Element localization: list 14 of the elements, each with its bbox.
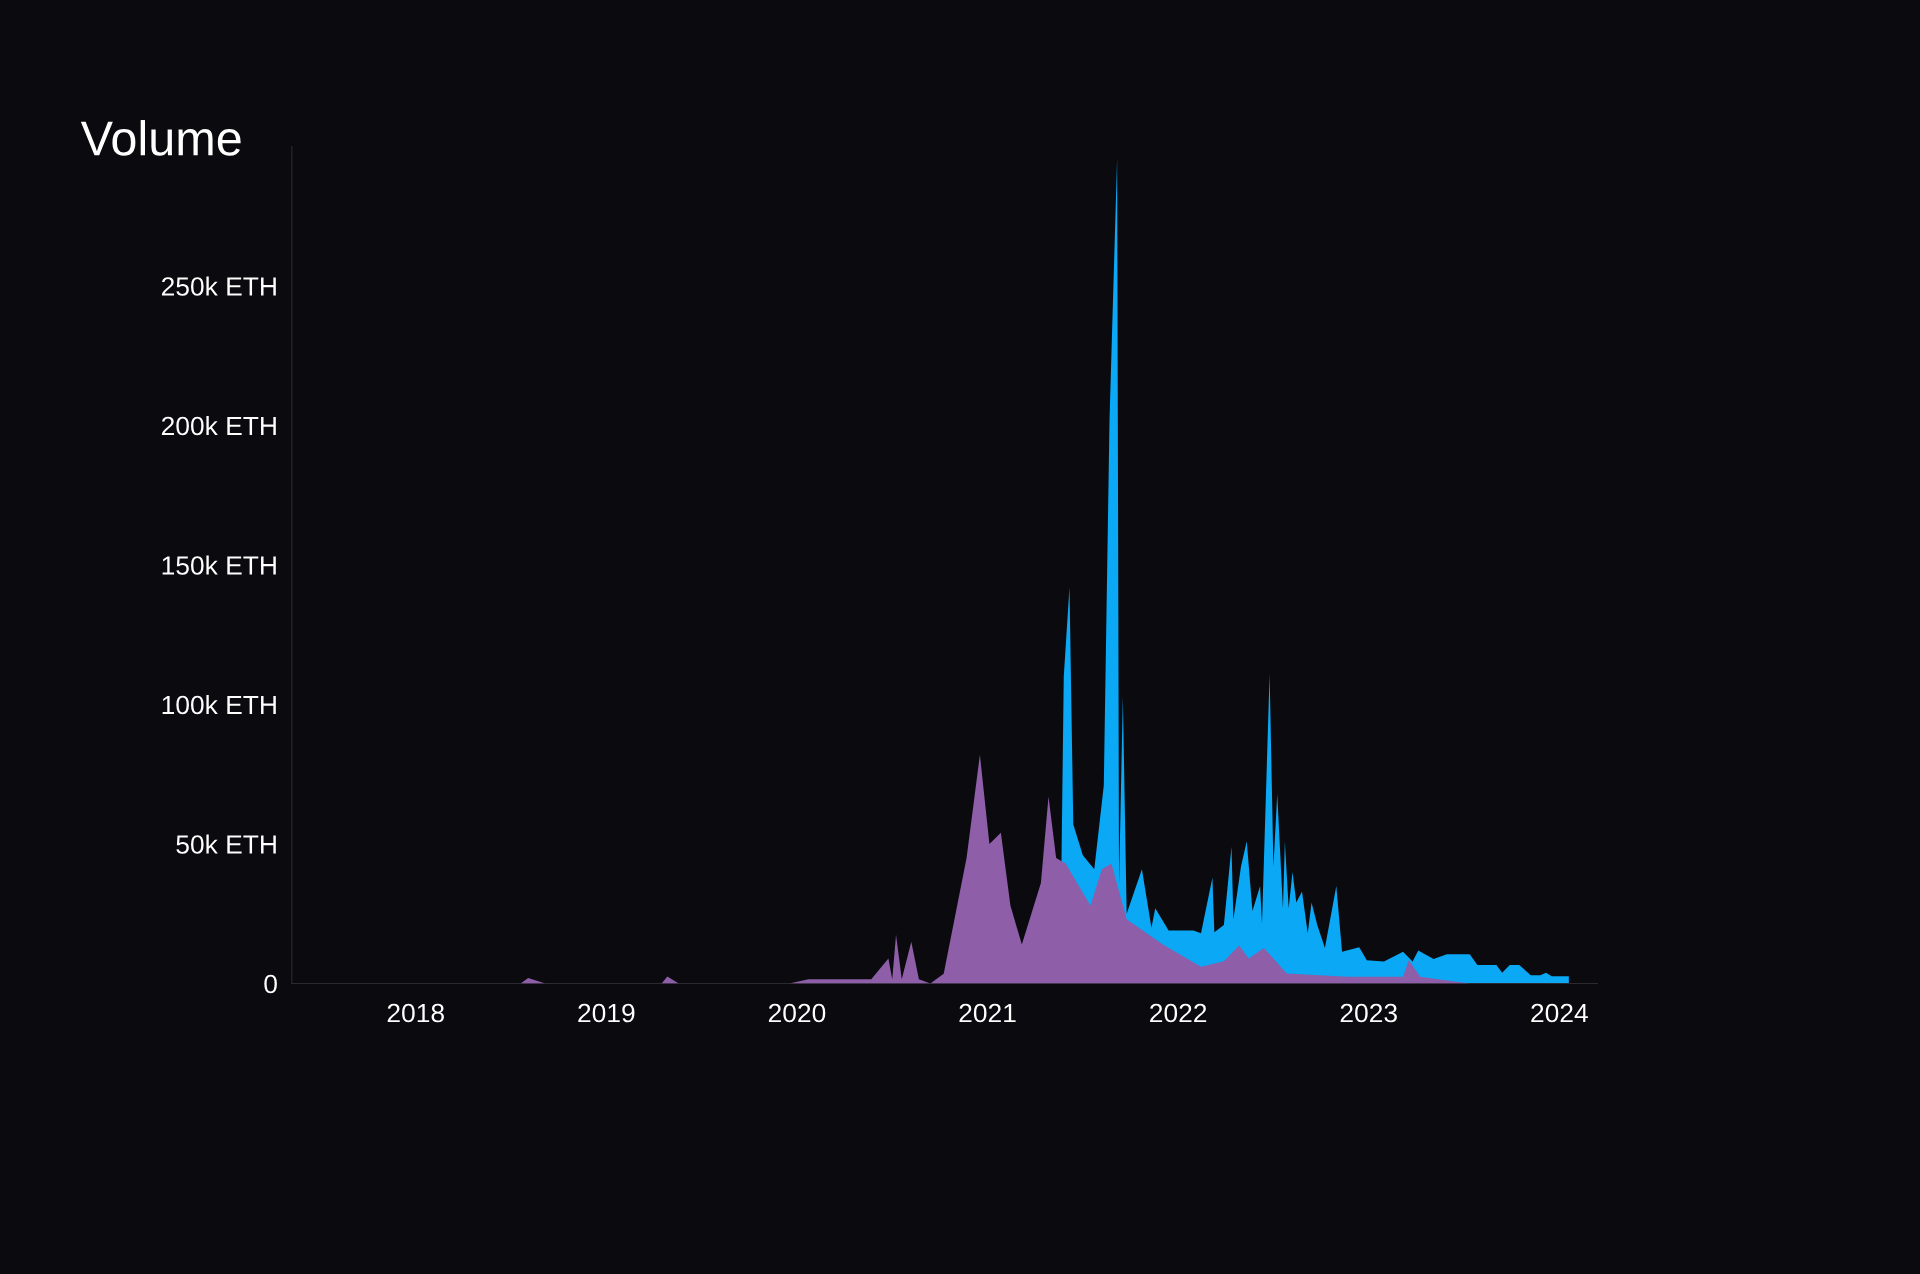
x-tick-label: 2024	[1531, 1003, 1588, 1023]
x-tick-label: 2019	[578, 1003, 635, 1023]
y-tick-label: 150k ETH	[162, 555, 276, 575]
x-tick-label: 2021	[959, 1003, 1016, 1023]
x-tick-label: 2023	[1340, 1003, 1397, 1023]
y-tick-label: 100k ETH	[162, 694, 276, 715]
x-tick-label: 2018	[387, 1003, 444, 1023]
chart-title: Volume	[80, 120, 241, 156]
y-tick-label: 50k ETH	[176, 834, 276, 854]
y-tick-label: 0	[264, 974, 277, 994]
x-tick-label: 2020	[768, 1003, 826, 1023]
y-tick-label: 200k ETH	[161, 415, 276, 436]
x-tick-label: 2022	[1150, 1003, 1207, 1023]
y-tick-label: 250k ETH	[161, 276, 276, 296]
